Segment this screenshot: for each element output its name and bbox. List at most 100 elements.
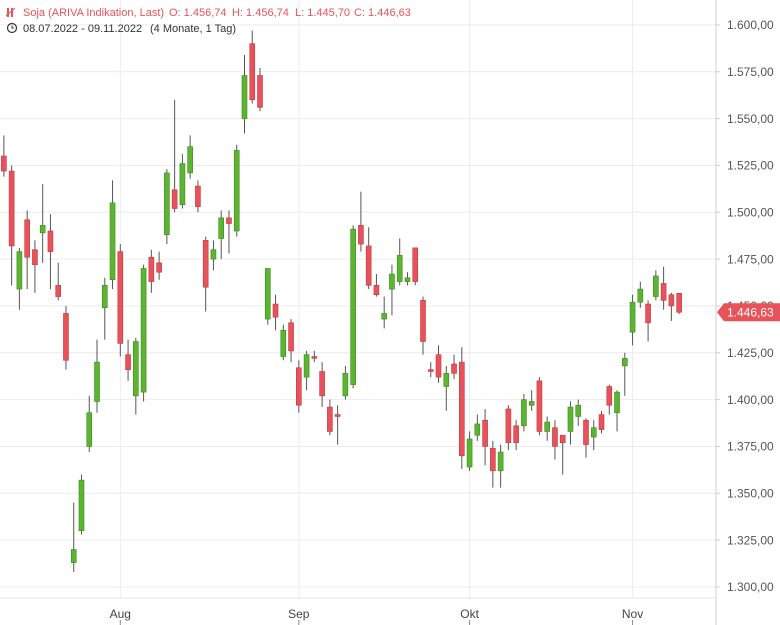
axes: 1.300,00 1.325,00 1.350,00 1.375,00 1.400,00… bbox=[110, 18, 780, 625]
y-tick-label: 1.525,00 bbox=[727, 159, 774, 173]
candles bbox=[1, 30, 682, 572]
ohlc-open: O: 1.456,74 bbox=[169, 7, 227, 19]
candle-body bbox=[412, 247, 419, 282]
candle-body bbox=[70, 549, 77, 563]
candle-body bbox=[536, 380, 543, 432]
ohlc-close: C: 1.446,63 bbox=[354, 7, 411, 19]
y-tick-label: 1.350,00 bbox=[727, 486, 774, 500]
candle-body bbox=[559, 434, 566, 443]
candle-body bbox=[288, 322, 294, 352]
y-tick-label: 1.550,00 bbox=[727, 112, 774, 126]
last-price-label: 1.446,63 bbox=[727, 305, 774, 319]
candle-body bbox=[148, 256, 155, 282]
candle-body bbox=[202, 240, 209, 288]
candle-body bbox=[171, 189, 178, 209]
candle-body bbox=[637, 288, 644, 303]
candle-body bbox=[264, 268, 271, 320]
candle-body bbox=[459, 361, 465, 457]
candle-body bbox=[125, 354, 131, 370]
candle-body bbox=[109, 202, 116, 281]
candle-body bbox=[544, 421, 550, 432]
y-tick-label: 1.375,00 bbox=[727, 440, 774, 454]
candle-body bbox=[257, 75, 263, 108]
candle-body bbox=[521, 399, 527, 427]
candle-body bbox=[63, 313, 69, 361]
candle-body bbox=[396, 255, 403, 282]
clock-hands bbox=[11, 25, 14, 29]
candle-body bbox=[350, 228, 356, 385]
icon-bar bbox=[7, 8, 9, 17]
ohlc-high: H: 1.456,74 bbox=[232, 7, 289, 19]
candle-body bbox=[311, 356, 318, 359]
candle-body bbox=[39, 225, 46, 234]
candle-body bbox=[435, 354, 442, 378]
candle-body bbox=[629, 301, 636, 333]
candle-body bbox=[334, 414, 341, 417]
candle-body bbox=[241, 75, 248, 119]
y-tick-label: 1.600,00 bbox=[727, 18, 774, 32]
header-icon bbox=[5, 7, 16, 17]
candle-body bbox=[133, 341, 139, 397]
clock-icon bbox=[6, 22, 18, 34]
candle-body bbox=[389, 273, 395, 290]
y-tick-label: 1.325,00 bbox=[727, 533, 774, 547]
date-range: 08.07.2022 - 09.11.2022 bbox=[23, 23, 142, 35]
icon-slash bbox=[5, 7, 16, 17]
candle-body bbox=[156, 262, 162, 273]
y-tick-label: 1.500,00 bbox=[727, 205, 774, 219]
chart-title: Soja (ARIVA Indikation, Last) bbox=[23, 7, 164, 19]
candle-body bbox=[16, 251, 23, 290]
candle-body bbox=[280, 329, 287, 357]
candle-body bbox=[645, 303, 651, 324]
candle-body bbox=[187, 146, 193, 174]
candle-body bbox=[404, 277, 411, 282]
candle-body bbox=[32, 249, 38, 266]
candle-body bbox=[327, 406, 333, 432]
candle-body bbox=[575, 404, 582, 417]
y-tick-label: 1.400,00 bbox=[727, 393, 774, 407]
icon-bar bbox=[11, 8, 13, 17]
candle-body bbox=[606, 386, 613, 406]
candle-body bbox=[179, 163, 186, 206]
candle-body bbox=[296, 367, 302, 406]
candle-body bbox=[660, 283, 667, 301]
candle-body bbox=[101, 285, 108, 309]
candle-body bbox=[24, 219, 30, 258]
candle-body bbox=[497, 451, 504, 472]
ohlc-low: L: 1.445,70 bbox=[295, 7, 350, 19]
candle-body bbox=[47, 230, 54, 252]
candle-body bbox=[451, 363, 457, 374]
x-tick-label: Aug bbox=[110, 607, 131, 621]
candle-body bbox=[233, 150, 240, 232]
candle-body bbox=[140, 268, 147, 393]
y-tick-label: 1.475,00 bbox=[727, 252, 774, 266]
candle-body bbox=[94, 361, 100, 402]
candle-body bbox=[249, 43, 256, 101]
candle-body bbox=[226, 217, 232, 224]
candle-body bbox=[358, 225, 364, 245]
x-tick-label: Nov bbox=[622, 607, 643, 621]
candle-body bbox=[528, 401, 535, 406]
last-price-tag bbox=[717, 303, 780, 322]
candle-body bbox=[381, 313, 387, 320]
x-tick-label: Sep bbox=[288, 607, 310, 621]
candle-body bbox=[55, 285, 62, 297]
candle-body bbox=[505, 408, 512, 443]
candle-body bbox=[653, 275, 659, 297]
clock-face bbox=[6, 22, 18, 34]
candle-body bbox=[552, 427, 558, 447]
candle-body bbox=[676, 293, 682, 313]
candle-body bbox=[117, 251, 124, 344]
candle-body bbox=[466, 438, 473, 468]
candle-body bbox=[590, 427, 597, 438]
candle-body bbox=[567, 406, 574, 432]
candle-body bbox=[218, 217, 225, 239]
candle-body bbox=[342, 373, 349, 397]
candle-body bbox=[1, 155, 7, 172]
candle-body bbox=[303, 354, 310, 378]
candle-body bbox=[490, 448, 496, 472]
candle-body bbox=[210, 249, 217, 260]
candle-body bbox=[443, 373, 450, 387]
